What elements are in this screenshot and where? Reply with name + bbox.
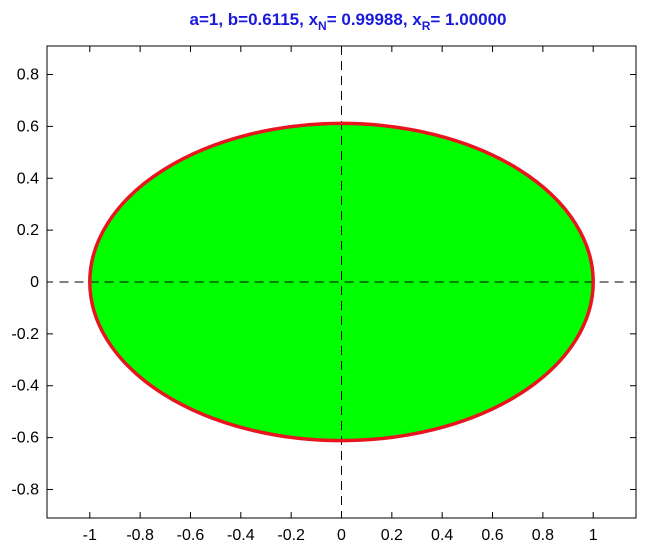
ellipse-outline (88, 121, 595, 443)
y-tick-label: -0.4 (11, 378, 39, 395)
x-tick-label: 1 (589, 527, 598, 544)
x-axis-ticks: -1 -0.8 -0.6 -0.4 -0.2 0 0.2 0.4 0.6 0.8 1 (83, 46, 598, 544)
x-tick-label: 0 (337, 527, 346, 544)
y-tick-label: 0 (30, 274, 39, 291)
chart-title: a=1, b=0.6115, xN= 0.99988, xR= 1.00000 (189, 10, 506, 33)
y-tick-label: 0.8 (17, 67, 39, 84)
title-a-part: a=1, b=0.6115, x (189, 10, 318, 29)
x-tick-label: 0.2 (381, 527, 403, 544)
title-mid-part: = 0.99988, x (327, 10, 423, 29)
x-tick-label: 0.4 (431, 527, 453, 544)
ellipse-fill-region (89, 123, 594, 441)
y-tick-label: 0.4 (17, 170, 39, 187)
y-tick-label: -0.6 (11, 430, 39, 447)
x-tick-label: -0.2 (277, 527, 305, 544)
x-tick-label: 0.6 (481, 527, 503, 544)
x-tick-label: -1 (83, 527, 97, 544)
title-n-subscript: N (318, 19, 327, 33)
x-tick-label: -0.6 (177, 527, 205, 544)
y-tick-label: 0.6 (17, 118, 39, 135)
title-end-part: = 1.00000 (430, 10, 506, 29)
x-tick-label: 0.8 (532, 527, 554, 544)
x-tick-label: -0.8 (126, 527, 154, 544)
y-tick-label: 0.2 (17, 222, 39, 239)
y-tick-label: -0.2 (11, 326, 39, 343)
y-axis-ticks: 0.8 0.6 0.4 0.2 0 -0.2 -0.4 -0.6 -0.8 (11, 67, 636, 498)
y-tick-label: -0.8 (11, 481, 39, 498)
title-r-subscript: R (422, 19, 431, 33)
x-tick-label: -0.4 (227, 527, 255, 544)
